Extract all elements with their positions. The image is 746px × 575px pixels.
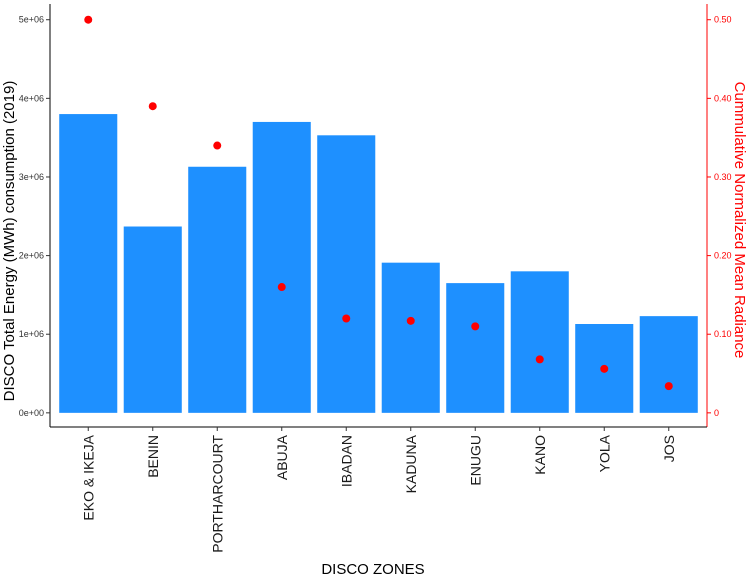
- point-kano: [535, 355, 544, 364]
- bar-kano: [510, 271, 569, 413]
- point-abuja: [277, 283, 286, 292]
- point-ibadan: [342, 314, 351, 323]
- bar-ibadan: [317, 135, 376, 413]
- x-tick-label: ENUGU: [467, 435, 483, 486]
- bar-series: [59, 114, 698, 413]
- y2-tick-label: 0.10: [714, 329, 732, 339]
- y2-tick-label: 0.40: [714, 93, 732, 103]
- x-axis-label: DISCO ZONES: [321, 561, 424, 575]
- point-jos: [664, 382, 673, 391]
- axes: 0e+00 1e+06 2e+06 3e+06 4e+06 5e+06 0 0.10 0.20 0…: [19, 4, 732, 553]
- point-yola: [600, 364, 609, 373]
- y2-tick-label: 0.20: [714, 251, 732, 261]
- y-tick-label: 4e+06: [19, 93, 44, 103]
- y-tick-label: 5e+06: [19, 15, 44, 25]
- scatter-series: [84, 15, 673, 391]
- y-tick-label: 3e+06: [19, 172, 44, 182]
- y-tick-label: 2e+06: [19, 251, 44, 261]
- y2-tick-label: 0.50: [714, 15, 732, 25]
- point-portharcourt: [213, 141, 222, 150]
- x-tick-label: ABUJA: [274, 434, 290, 480]
- x-tick-label: KANO: [532, 435, 548, 475]
- point-enugu: [471, 322, 480, 331]
- y-tick-label: 1e+06: [19, 329, 44, 339]
- bar-jos: [639, 316, 698, 413]
- point-eko-ikeja: [84, 15, 93, 24]
- point-benin: [148, 102, 157, 111]
- bar-eko-ikeja: [59, 114, 118, 413]
- bar-enugu: [446, 283, 505, 413]
- y-tick-label: 0e+00: [19, 408, 44, 418]
- x-tick-label: YOLA: [596, 434, 612, 472]
- x-tick-label: JOS: [661, 435, 677, 462]
- y2-tick-label: 0: [714, 408, 719, 418]
- x-tick-label: PORTHARCOURT: [209, 435, 225, 553]
- bar-benin: [123, 226, 182, 413]
- bar-portharcourt: [188, 166, 247, 413]
- x-tick-label: EKO & IKEJA: [80, 434, 96, 520]
- y2-axis-label: Cummulative Normalized Mean Radiance: [731, 82, 746, 359]
- x-tick-label: BENIN: [145, 435, 161, 478]
- x-tick-label: KADUNA: [403, 434, 419, 493]
- bar-kaduna: [381, 262, 440, 413]
- y-axis-label: DISCO Total Energy (MWh) consumption (20…: [1, 81, 18, 402]
- x-tick-label: IBADAN: [338, 435, 354, 487]
- y2-tick-label: 0.30: [714, 172, 732, 182]
- bar-abuja: [252, 121, 311, 413]
- point-kaduna: [406, 316, 415, 325]
